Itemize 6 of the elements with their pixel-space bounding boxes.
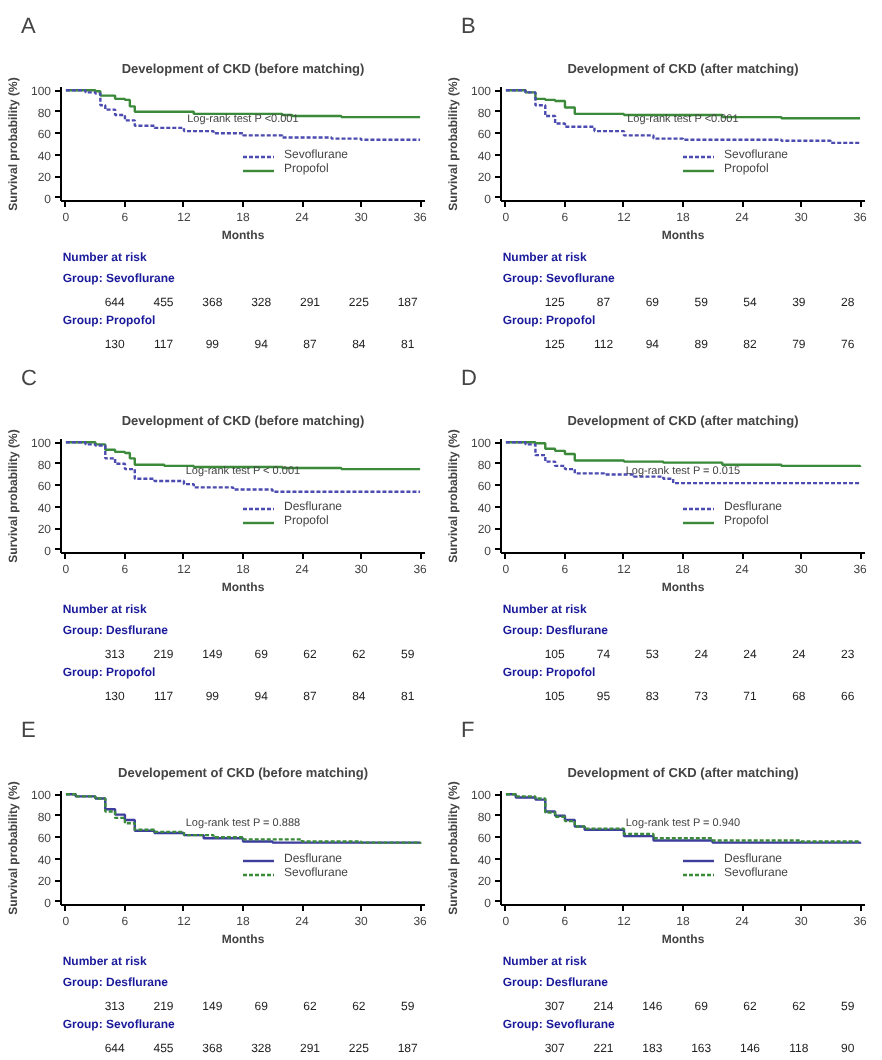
text: F (461, 719, 475, 743)
text: A (21, 15, 37, 39)
text: C (21, 367, 37, 391)
text: E (21, 719, 36, 743)
text: D (461, 367, 477, 391)
text: B (461, 15, 476, 39)
